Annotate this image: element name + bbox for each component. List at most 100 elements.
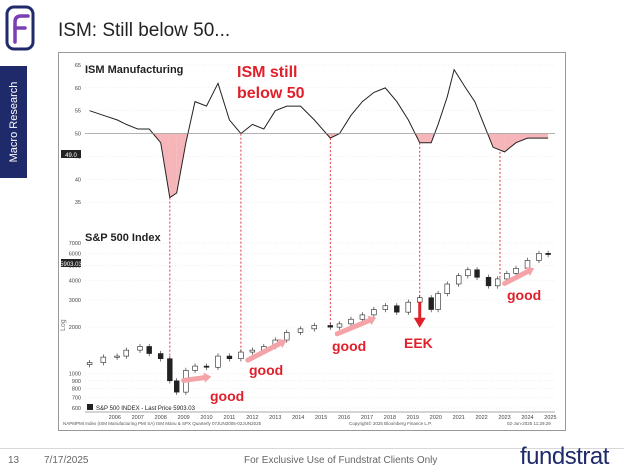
spx-candle-body bbox=[394, 305, 400, 313]
x-year-label: 2006 bbox=[109, 415, 121, 421]
x-year-label: 2020 bbox=[430, 415, 442, 421]
ism-below-50-area bbox=[527, 133, 539, 139]
x-year-label: 2024 bbox=[521, 415, 533, 421]
x-year-label: 2017 bbox=[361, 415, 373, 421]
spx-candle-body bbox=[513, 268, 519, 274]
spx-candle-body bbox=[465, 269, 471, 277]
spx-candle-body bbox=[417, 297, 423, 303]
x-year-label: 2018 bbox=[384, 415, 396, 421]
ism-below-50-area bbox=[516, 133, 528, 143]
x-year-label: 2022 bbox=[476, 415, 488, 421]
spx-gridlines bbox=[85, 242, 555, 409]
spx-ytick-label: 900 bbox=[72, 379, 81, 385]
good-arrow-head bbox=[203, 372, 212, 383]
spx-ytick-label: 700 bbox=[72, 396, 81, 402]
ism-below-50-area bbox=[169, 133, 177, 198]
good-arrow bbox=[334, 317, 375, 337]
eek-arrow-head bbox=[413, 317, 426, 328]
eek-label: EEK bbox=[404, 335, 433, 351]
spx-candle-body bbox=[382, 305, 389, 310]
ism-below-50-area bbox=[493, 133, 505, 152]
spx-candle-body bbox=[536, 253, 542, 261]
x-year-label: 2011 bbox=[224, 415, 236, 421]
spx-axis-log-label: Log bbox=[60, 319, 67, 331]
ism-below-threshold-fill bbox=[153, 133, 549, 198]
spx-candle-body bbox=[123, 349, 129, 357]
spx-candle-body bbox=[405, 301, 411, 313]
spx-candle-body bbox=[226, 355, 233, 360]
good-arrow bbox=[502, 267, 533, 286]
source-mid: Copyright© 2025 Bloomberg Finance L.P. bbox=[349, 420, 432, 426]
spx-ytick-label: 4000 bbox=[69, 279, 81, 285]
spx-candle-body bbox=[494, 278, 501, 287]
good-label-1: good bbox=[210, 388, 244, 404]
spx-candle-body bbox=[86, 362, 93, 365]
ism-ytick-label: 40 bbox=[75, 177, 81, 183]
good-arrow-head bbox=[367, 315, 377, 326]
spx-candle-body bbox=[100, 356, 107, 363]
spx-candles bbox=[86, 250, 551, 395]
page-title: ISM: Still below 50... bbox=[58, 20, 231, 41]
source-right: 02-Jun-2025 11:29:29 bbox=[507, 421, 551, 426]
good-arrow bbox=[245, 339, 285, 363]
good-label-3: good bbox=[332, 338, 366, 354]
source-left: NAPMPMI Index (ISM Manufacturing PMI SA)… bbox=[63, 421, 262, 426]
spx-candle-body bbox=[174, 380, 180, 393]
spx-candle-body bbox=[485, 277, 492, 287]
ism-chart-title: ISM Manufacturing bbox=[85, 64, 183, 76]
spx-candle-body bbox=[444, 283, 450, 294]
x-year-label: 2025 bbox=[544, 415, 556, 421]
spx-candle-body bbox=[474, 269, 480, 278]
ism-below-50-area bbox=[504, 133, 517, 152]
footer-divider bbox=[0, 448, 624, 449]
ism-ytick-label: 35 bbox=[75, 200, 81, 206]
spx-candle-body bbox=[336, 323, 343, 328]
ism-below-50-area bbox=[419, 133, 432, 143]
ism-annotation-line1: ISM still bbox=[237, 64, 297, 81]
x-year-label: 2014 bbox=[292, 415, 304, 421]
spx-ytick-label: 2000 bbox=[69, 325, 81, 331]
slide-date: 7/17/2025 bbox=[44, 455, 89, 466]
spx-ytick-label: 600 bbox=[72, 406, 81, 412]
x-year-label: 2016 bbox=[338, 415, 350, 421]
spx-candle-body bbox=[435, 293, 441, 310]
ism-ytick-label: 50 bbox=[75, 132, 81, 138]
spx-current-value: 5903.03 bbox=[60, 262, 82, 268]
ism-current-value: 49.0 bbox=[65, 153, 77, 159]
spx-candle-body bbox=[504, 273, 510, 280]
x-axis-year-labels: 2006 2007 2008 2009 2010 2011 2012 2013 2014 2015… bbox=[85, 411, 557, 421]
x-year-label: 2012 bbox=[246, 415, 258, 421]
x-year-label: 2009 bbox=[177, 415, 189, 421]
spx-candle-body bbox=[545, 253, 551, 255]
footer-disclaimer: For Exclusive Use of Fundstrat Clients O… bbox=[244, 455, 438, 466]
spx-ytick-label: 1000 bbox=[69, 372, 81, 378]
spx-candle-body bbox=[114, 355, 120, 358]
spx-current-value-box bbox=[61, 259, 81, 267]
x-year-label: 2013 bbox=[269, 415, 281, 421]
spx-legend: S&P 500 INDEX - Last Price 5903.03 bbox=[96, 406, 196, 412]
x-year-label: 2008 bbox=[155, 415, 167, 421]
x-year-label: 2007 bbox=[132, 415, 144, 421]
spx-chart-title: S&P 500 Index bbox=[85, 232, 161, 244]
spx-candle-body bbox=[327, 325, 334, 328]
brand-wordmark: fundstrat bbox=[520, 443, 609, 470]
good-label-4: good bbox=[507, 287, 541, 303]
spx-legend-swatch bbox=[87, 404, 93, 410]
spx-candle-body bbox=[371, 309, 377, 316]
spx-candle-body bbox=[215, 355, 221, 368]
spx-candle-body bbox=[311, 325, 317, 330]
fundstrat-logo-icon bbox=[5, 5, 35, 51]
good-arrows bbox=[181, 267, 535, 383]
spx-ytick-label: 3000 bbox=[69, 298, 81, 304]
ism-ytick-label: 65 bbox=[75, 63, 81, 69]
spx-candle-body bbox=[284, 332, 290, 341]
spx-candle-body bbox=[167, 358, 173, 382]
chart-svg: 65605550454035 7000600050004000300020001… bbox=[60, 63, 557, 426]
spx-candle-body bbox=[456, 275, 462, 285]
spx-ytick-label: 7000 bbox=[69, 241, 81, 247]
x-year-label: 2019 bbox=[407, 415, 419, 421]
spx-candle-body bbox=[157, 353, 164, 360]
spx-candle-body bbox=[203, 365, 210, 368]
ism-ytick-label: 55 bbox=[75, 109, 81, 115]
good-arrow-head bbox=[525, 267, 535, 277]
